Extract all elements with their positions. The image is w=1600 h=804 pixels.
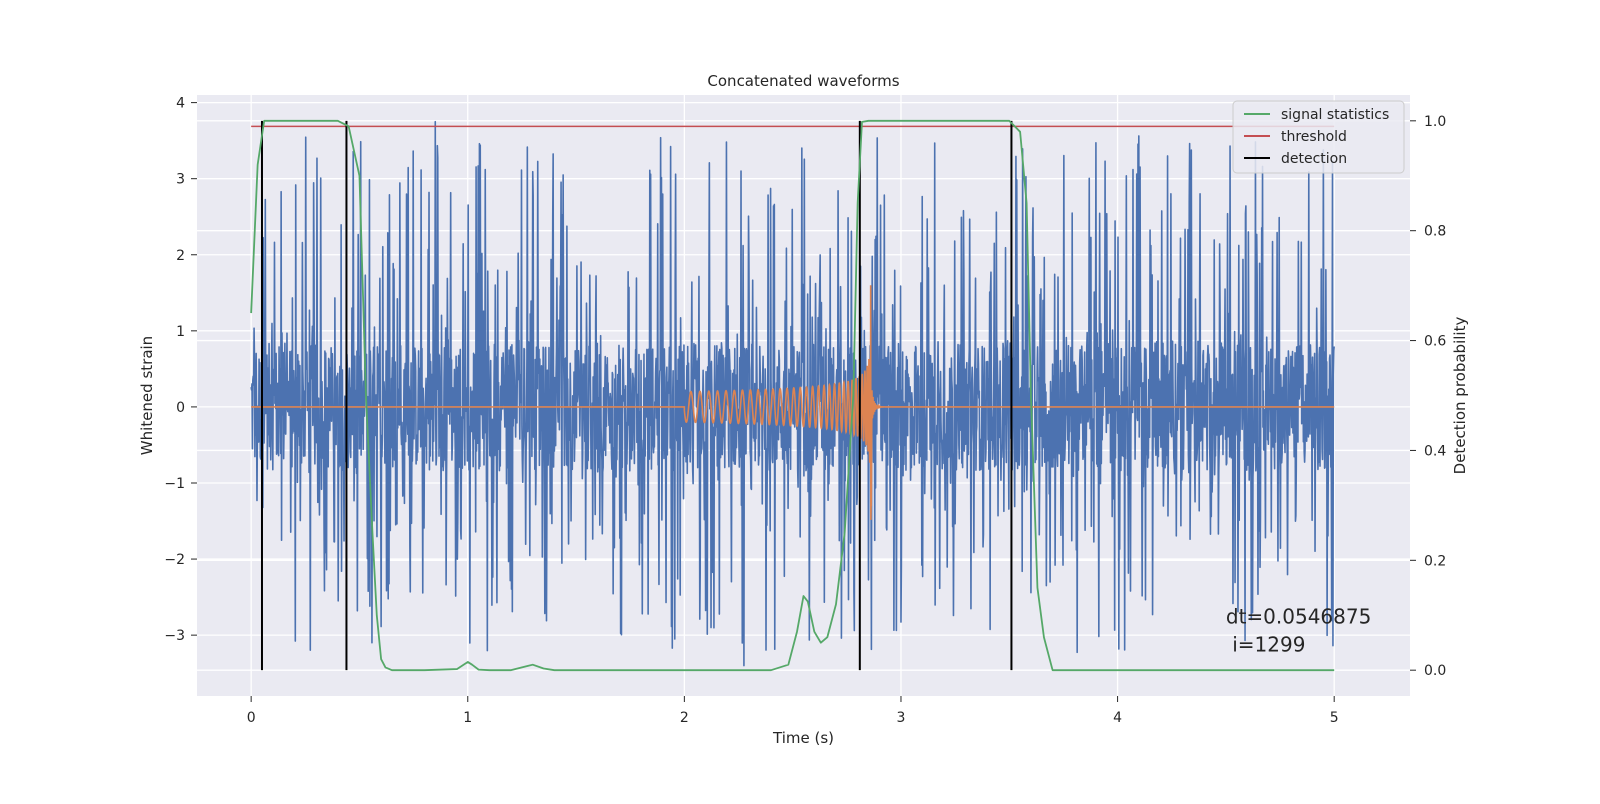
legend-entry-signal-statistics: signal statistics (1281, 107, 1389, 123)
whitened-strain-line (250, 120, 1335, 667)
y-left-tick-label: 3 (176, 172, 185, 188)
y-right-tick-label: 1.0 (1424, 114, 1446, 130)
y-left-tick-label: 0 (176, 400, 185, 416)
signal-statistics-line (250, 119, 1335, 672)
legend-entry-threshold: threshold (1281, 129, 1347, 145)
x-tick-label: 5 (1330, 710, 1339, 726)
legend-entry-detection: detection (1281, 151, 1347, 167)
x-tick-label: 4 (1113, 710, 1122, 726)
whitened-strain-series (250, 120, 1335, 667)
legend: signal statistics threshold detection (1232, 100, 1405, 174)
right-y-axis-label: Detection probability (1451, 317, 1469, 475)
y-left-tick-label: 2 (176, 248, 185, 264)
x-tick-label: 0 (247, 710, 256, 726)
right-axis-series (250, 119, 1335, 672)
y-left-tick-label: −2 (164, 552, 185, 568)
annotation-index: i=1299 (1226, 633, 1306, 657)
y-right-tick-label: 0.6 (1424, 334, 1446, 350)
y-right-tick-label: 0.4 (1424, 443, 1446, 459)
x-tick-label: 1 (463, 710, 472, 726)
x-tick-label: 2 (680, 710, 689, 726)
y-left-tick-label: 4 (176, 96, 185, 112)
chart-title: Concatenated waveforms (707, 72, 899, 90)
y-left-tick-label: −1 (164, 476, 185, 492)
annotation-dt: dt=0.0546875 (1226, 605, 1371, 629)
y-left-tick-label: 1 (176, 324, 185, 340)
x-tick-label: 3 (897, 710, 906, 726)
y-left-tick-label: −3 (164, 628, 185, 644)
legend-box (1232, 100, 1405, 174)
y-right-tick-label: 0.0 (1424, 663, 1446, 679)
y-right-tick-label: 0.8 (1424, 224, 1446, 240)
y-right-tick-label: 0.2 (1424, 553, 1446, 569)
x-axis-label: Time (s) (772, 729, 834, 747)
left-y-axis-label: Whitened strain (138, 336, 156, 455)
axes: 0 1 2 3 4 5 −3 −2 −1 0 1 2 3 4 0.0 0.2 0.4 0.6 0.8 1.0 (164, 96, 1446, 726)
